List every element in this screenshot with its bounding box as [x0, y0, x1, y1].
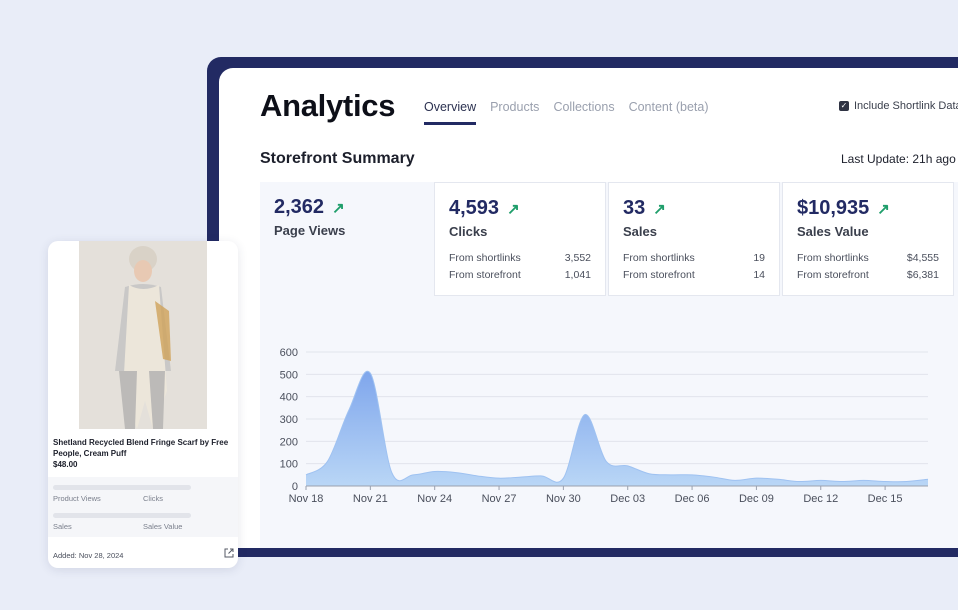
tab-products[interactable]: Products: [490, 100, 540, 114]
x-tick-label: Nov 21: [353, 493, 388, 505]
x-tick-label: Nov 27: [482, 493, 517, 505]
breakdown-label: From shortlinks: [797, 252, 869, 264]
tab-overview[interactable]: Overview: [424, 100, 477, 125]
breakdown-value: 14: [753, 269, 765, 281]
include-shortlink-toggle[interactable]: ✓ Include Shortlink Data: [839, 100, 958, 112]
arrow-up-right-icon: ↗: [653, 200, 666, 218]
stat-card-sales-value: $10,935 ↗ Sales Value From shortlinks $4…: [782, 182, 954, 296]
x-tick-label: Dec 15: [868, 493, 903, 505]
stat-value: $10,935: [797, 197, 870, 219]
breakdown-row: From storefront $6,381: [797, 269, 939, 281]
x-tick-label: Dec 06: [675, 493, 710, 505]
metric-label-sales: Sales: [53, 522, 72, 531]
arrow-up-right-icon: ↗: [877, 200, 890, 218]
stat-value: 4,593: [449, 197, 500, 219]
added-date: Added: Nov 28, 2024: [53, 551, 124, 560]
y-tick-label: 100: [280, 459, 298, 471]
breakdown-row: From shortlinks 19: [623, 252, 765, 264]
checkbox-checked-icon[interactable]: ✓: [839, 101, 849, 111]
stat-label: Page Views: [274, 223, 346, 238]
last-update: Last Update: 21h ago: [841, 152, 956, 166]
y-tick-label: 200: [280, 436, 298, 448]
product-name: Shetland Recycled Blend Fringe Scarf by …: [53, 438, 229, 458]
breakdown-value: 1,041: [564, 269, 591, 281]
product-metrics: Product Views Clicks Sales Sales Value: [48, 477, 238, 537]
stat-label: Sales Value: [797, 224, 869, 239]
product-image: [79, 241, 207, 429]
metric-placeholder-bar: [53, 513, 191, 518]
stat-breakdown: From shortlinks 19 From storefront 14: [623, 252, 765, 281]
tab-collections[interactable]: Collections: [553, 100, 615, 114]
breakdown-row: From storefront 14: [623, 269, 765, 281]
breakdown-row: From shortlinks 3,552: [449, 252, 591, 264]
metric-label-product-views: Product Views: [53, 494, 101, 503]
section-title: Storefront Summary: [260, 150, 415, 167]
y-tick-label: 400: [280, 392, 298, 404]
x-tick-label: Dec 12: [803, 493, 838, 505]
area-chart: 0 100 200 300 400 500 600 Nov 18 Nov 21 Nov 24 Nov…: [280, 347, 929, 505]
metric-label-sales-value: Sales Value: [143, 522, 183, 531]
y-tick-label: 0: [292, 481, 298, 493]
breakdown-value: $4,555: [906, 252, 939, 264]
arrow-up-right-icon: ↗: [507, 200, 520, 218]
breakdown-row: From storefront 1,041: [449, 269, 591, 281]
breakdown-value: 19: [753, 252, 765, 264]
stat-breakdown: From shortlinks 3,552 From storefront 1,…: [449, 252, 591, 281]
metric-label-clicks: Clicks: [143, 494, 163, 503]
stat-value: 33: [623, 197, 646, 219]
x-tick-label: Dec 09: [739, 493, 774, 505]
stat-label: Clicks: [449, 224, 488, 239]
stat-card-sales: 33 ↗ Sales From shortlinks 19 From store…: [608, 182, 780, 296]
stat-value: 2,362: [274, 196, 325, 218]
breakdown-label: From shortlinks: [449, 252, 521, 264]
breakdown-value: $6,381: [906, 269, 939, 281]
product-card[interactable]: Shetland Recycled Blend Fringe Scarf by …: [48, 241, 238, 568]
breakdown-row: From shortlinks $4,555: [797, 252, 939, 264]
stat-card-page-views: 2,362 ↗ Page Views: [260, 182, 432, 296]
breakdown-label: From storefront: [797, 269, 869, 281]
x-tick-label: Nov 24: [417, 493, 452, 505]
include-shortlink-label: Include Shortlink Data: [854, 100, 958, 112]
x-tick-label: Nov 30: [546, 493, 581, 505]
y-tick-label: 600: [280, 347, 298, 359]
external-link-icon[interactable]: [224, 548, 234, 558]
x-tick-label: Dec 03: [610, 493, 645, 505]
y-tick-label: 300: [280, 414, 298, 426]
arrow-up-right-icon: ↗: [332, 199, 345, 217]
breakdown-label: From storefront: [449, 269, 521, 281]
area-series-line: [305, 370, 929, 483]
breakdown-label: From storefront: [623, 269, 695, 281]
tab-bar: Overview Products Collections Content (b…: [424, 100, 709, 125]
breakdown-value: 3,552: [564, 252, 591, 264]
product-price: $48.00: [53, 460, 78, 469]
metric-placeholder-bar: [53, 485, 191, 490]
page-title: Analytics: [260, 88, 396, 123]
tab-content-beta[interactable]: Content (beta): [628, 100, 709, 114]
stat-label: Sales: [623, 224, 657, 239]
summary-content: 2,362 ↗ Page Views 4,593 ↗ Clicks From s…: [260, 182, 958, 548]
analytics-panel: Analytics Overview Products Collections …: [219, 68, 958, 548]
stat-card-clicks: 4,593 ↗ Clicks From shortlinks 3,552 Fro…: [434, 182, 606, 296]
y-tick-label: 500: [280, 369, 298, 381]
area-series: [306, 371, 928, 486]
x-tick-label: Nov 18: [289, 493, 324, 505]
breakdown-label: From shortlinks: [623, 252, 695, 264]
stat-breakdown: From shortlinks $4,555 From storefront $…: [797, 252, 939, 281]
